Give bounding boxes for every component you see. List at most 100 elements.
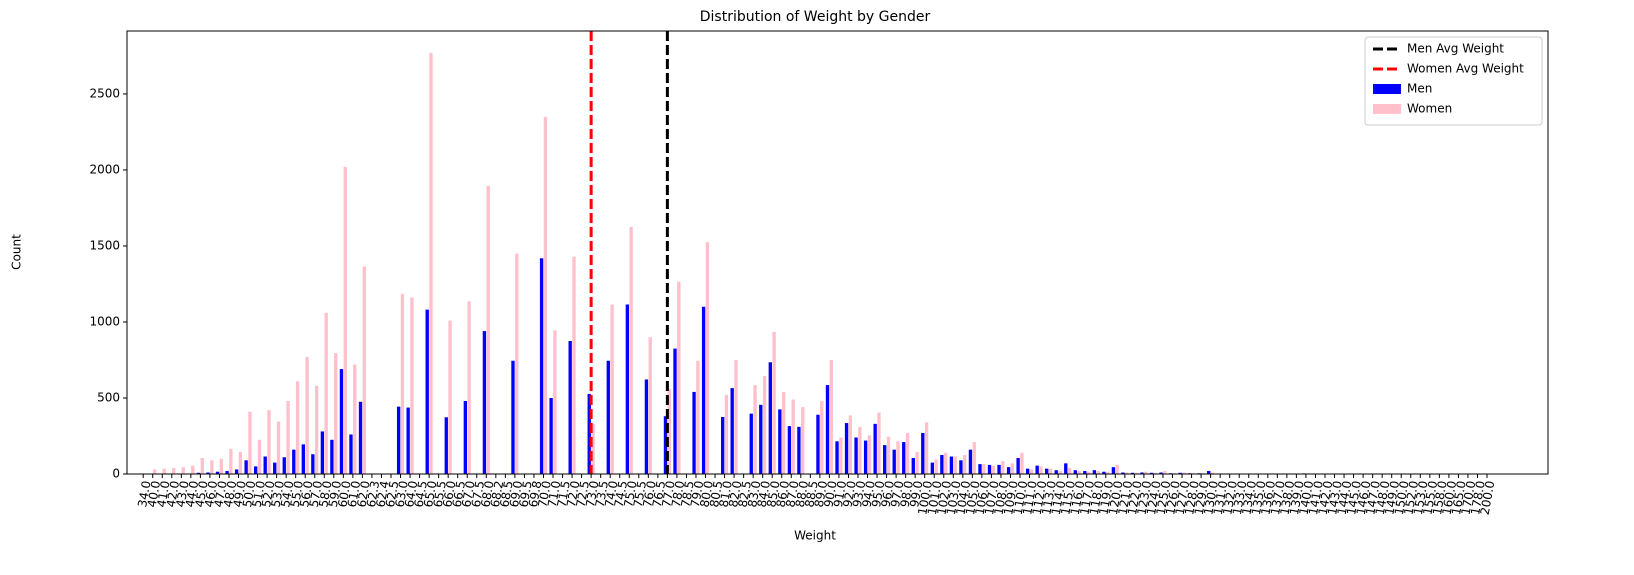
x-tick-label: 84.0 — [755, 480, 773, 509]
bar — [1048, 468, 1053, 474]
x-tick-label: 115.0 — [1058, 480, 1078, 516]
bar — [152, 469, 157, 474]
bar — [1016, 458, 1020, 474]
bar — [244, 460, 248, 474]
x-tick-label: 56.0 — [297, 480, 315, 509]
bar — [797, 426, 801, 474]
x-tick-label: 71.0 — [545, 480, 563, 509]
bar — [587, 393, 591, 474]
x-tick-label: 34.0 — [135, 480, 153, 509]
bar — [844, 423, 849, 474]
y-tick-label: 0 — [112, 467, 120, 481]
x-tick-label: 63.0 — [393, 480, 411, 509]
x-tick-label: 143.0 — [1325, 480, 1345, 516]
x-axis-label: Weight — [794, 529, 836, 543]
bar — [1035, 465, 1039, 474]
x-tick-label: 72.0 — [564, 480, 582, 509]
bar — [425, 309, 429, 474]
x-tick-label: 76.5 — [650, 480, 668, 509]
bar — [701, 306, 706, 474]
x-tick-label: 72.5 — [574, 480, 592, 509]
x-tick-label: 81.0 — [717, 480, 735, 509]
bar — [1067, 467, 1072, 474]
bar — [991, 465, 995, 474]
x-tick-label: 40.0 — [145, 480, 163, 509]
legend-swatch — [1373, 84, 1401, 94]
x-tick-label: 120.0 — [1106, 480, 1126, 516]
bar — [172, 467, 176, 474]
x-tick-label: 97.0 — [888, 480, 906, 509]
bar — [835, 441, 839, 474]
x-tick-label: 76.0 — [640, 480, 658, 509]
x-tick-label: 53.0 — [269, 480, 287, 509]
bar — [1210, 472, 1215, 474]
bar — [406, 407, 410, 474]
x-tick-label: 158.0 — [1430, 480, 1450, 516]
x-tick-label: 80.0 — [697, 480, 715, 509]
bar — [896, 441, 900, 474]
x-tick-label: 131.0 — [1211, 480, 1231, 516]
bar — [200, 458, 204, 474]
bar — [276, 421, 281, 474]
y-tick-label: 1000 — [89, 314, 120, 328]
x-tick-label: 57.0 — [307, 480, 325, 509]
bar — [339, 369, 344, 474]
bar — [753, 385, 757, 474]
bar — [1077, 470, 1081, 474]
bar — [787, 426, 792, 474]
x-tick-label: 73.0 — [583, 480, 601, 509]
x-tick-label: 109.0 — [1001, 480, 1021, 516]
x-tick-label: 144.0 — [1335, 480, 1355, 516]
bar — [854, 437, 858, 474]
bar — [181, 467, 185, 474]
x-tick-label: 85.0 — [764, 480, 782, 509]
x-tick-label: 200.0 — [1478, 480, 1498, 516]
bar — [162, 468, 166, 474]
bar — [1020, 452, 1024, 474]
bar — [515, 253, 519, 474]
bar — [883, 445, 887, 474]
bar — [334, 353, 338, 474]
x-tick-label: 62.3 — [364, 480, 382, 509]
bar — [568, 340, 572, 474]
bar — [215, 471, 220, 474]
bar — [314, 385, 319, 474]
bar — [724, 394, 729, 474]
x-tick-label: 170.0 — [1459, 480, 1479, 516]
bar — [1025, 468, 1030, 474]
x-tick-label: 135.0 — [1249, 480, 1269, 516]
bar — [292, 449, 296, 474]
x-tick-label: 93.0 — [850, 480, 868, 509]
x-tick-label: 51.0 — [250, 480, 268, 509]
bar — [924, 422, 929, 474]
legend-swatch — [1373, 104, 1401, 114]
bar — [734, 359, 738, 474]
x-tick-label: 62.5 — [383, 480, 401, 509]
x-tick-label: 73.5 — [593, 480, 611, 509]
bar — [358, 401, 363, 474]
x-tick-label: 140.0 — [1297, 480, 1317, 516]
x-tick-label: 49.0 — [230, 480, 248, 509]
bar — [953, 456, 957, 474]
x-tick-label: 46.0 — [202, 480, 220, 509]
bar — [886, 436, 891, 474]
x-tick-label: 55.0 — [288, 480, 306, 509]
x-tick-label: 134.0 — [1239, 480, 1259, 516]
x-tick-label: 145.0 — [1344, 480, 1364, 516]
x-tick-label: 74.0 — [602, 480, 620, 509]
bar — [463, 401, 468, 474]
bar — [1073, 470, 1077, 474]
plot-frame — [126, 30, 1549, 475]
x-tick-label: 178.0 — [1468, 480, 1488, 516]
x-tick-label: 101.0 — [925, 480, 945, 516]
x-tick-label: 88.0 — [793, 480, 811, 509]
bar — [816, 414, 820, 474]
x-tick-label: 95.0 — [869, 480, 887, 509]
bar — [759, 404, 763, 474]
bar — [848, 415, 853, 474]
y-tick-label: 2000 — [89, 162, 120, 176]
x-tick-label: 69.5 — [516, 480, 534, 509]
x-tick-label: 64.5 — [412, 480, 430, 509]
x-tick-label: 69.0 — [507, 480, 525, 509]
x-tick-label: 118.0 — [1087, 480, 1107, 516]
